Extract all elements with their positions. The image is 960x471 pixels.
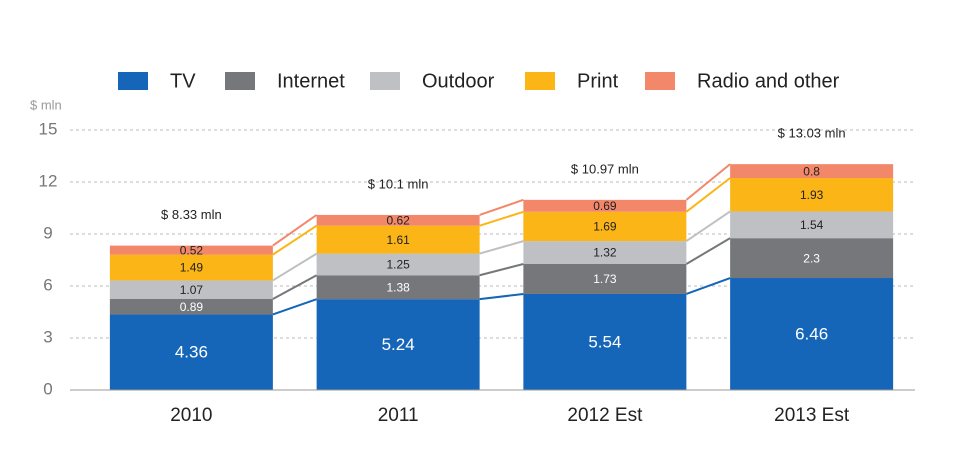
value-label: 6.46 (795, 324, 828, 343)
legend-swatch (118, 72, 148, 90)
value-label: 1.32 (593, 246, 617, 260)
bar-segment (523, 241, 687, 264)
y-tick-label: 0 (43, 379, 52, 398)
connector-line (479, 210, 524, 227)
y-axis-label: $ mln (30, 97, 62, 112)
total-label: $ 8.33 mln (161, 207, 222, 222)
legend-label: TV (170, 70, 196, 92)
bar-segment (523, 263, 687, 294)
value-label: 1.61 (386, 233, 410, 247)
connector-line (479, 198, 524, 216)
bar-segment (109, 254, 273, 281)
connector-line (685, 210, 731, 242)
bar-segment (730, 178, 894, 212)
bar-segment (109, 299, 273, 315)
connector-line (272, 298, 317, 316)
value-label: 0.52 (180, 243, 204, 257)
connector-line (686, 277, 731, 295)
connector-line (685, 237, 731, 265)
connector-line (479, 292, 524, 301)
bar-segment (316, 299, 480, 390)
y-tick-label: 15 (39, 119, 58, 138)
legend-swatch (370, 72, 400, 90)
bar-segment (316, 253, 480, 276)
connector-line (479, 240, 524, 255)
value-label: 1.73 (593, 272, 617, 286)
value-label: 0.69 (593, 199, 617, 213)
value-label: 1.25 (386, 258, 410, 272)
value-label: 2.3 (803, 251, 820, 265)
value-label: 5.24 (382, 335, 415, 354)
connector-line (272, 274, 318, 300)
bar-segment (523, 211, 687, 242)
connector-line (272, 224, 318, 256)
total-label: $ 10.1 mln (368, 176, 429, 191)
value-label: 1.93 (800, 188, 824, 202)
total-label: $ 10.97 mln (571, 161, 639, 176)
value-label: 1.07 (180, 283, 204, 297)
connector-line (685, 163, 731, 201)
connector-line (272, 252, 318, 282)
legend-swatch (225, 72, 255, 90)
bar-segment (730, 211, 894, 239)
x-tick-label: 2011 (378, 405, 419, 426)
bar-segment (523, 293, 687, 390)
value-label: 1.38 (386, 280, 410, 294)
value-label: 1.54 (800, 218, 824, 232)
x-tick-label: 2013 Est (774, 405, 850, 426)
x-tick-label: 2010 (170, 405, 212, 426)
legend-label: Print (577, 70, 619, 92)
value-label: 0.89 (180, 300, 204, 314)
value-label: 0.62 (386, 213, 410, 227)
bar-segment (730, 278, 894, 390)
y-tick-label: 3 (43, 327, 52, 346)
bar-segment (523, 199, 687, 212)
legend-label: Outdoor (422, 70, 495, 92)
legend-label: Internet (277, 70, 345, 92)
bar-segment (730, 238, 894, 279)
value-label: 1.49 (180, 261, 204, 275)
legend-swatch (525, 72, 555, 90)
bar-segment (316, 214, 480, 226)
bar-segment (109, 280, 273, 299)
connector-line (479, 263, 524, 277)
bar-segment (109, 314, 273, 390)
total-label: $ 13.03 mln (778, 126, 846, 141)
bar-segment (316, 275, 480, 300)
y-tick-label: 9 (43, 223, 52, 242)
legend-swatch (645, 72, 675, 90)
bar-segment (316, 225, 480, 254)
legend-label: Radio and other (697, 70, 840, 92)
y-tick-label: 12 (39, 171, 58, 190)
value-label: 4.36 (175, 343, 208, 362)
value-label: 5.54 (588, 332, 621, 351)
bar-segment (109, 245, 273, 255)
value-label: 1.69 (593, 220, 617, 234)
x-tick-label: 2012 Est (567, 405, 643, 426)
connector-line (272, 214, 318, 247)
connector-line (685, 177, 731, 213)
y-tick-label: 6 (43, 275, 52, 294)
value-label: 0.8 (803, 164, 820, 178)
bar-segment (730, 164, 894, 179)
